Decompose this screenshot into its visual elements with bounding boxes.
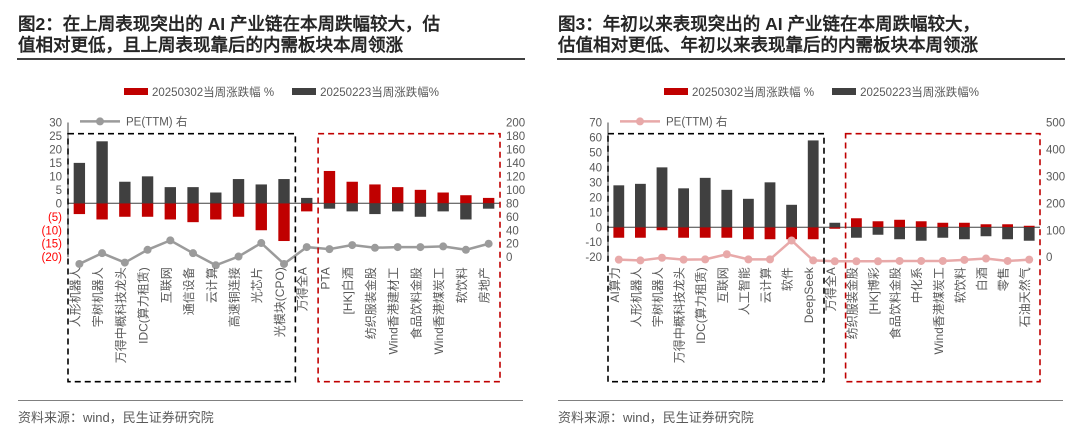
- svg-text:-20: -20: [585, 252, 602, 264]
- svg-text:光模块(CPO): 光模块(CPO): [273, 267, 287, 337]
- svg-text:宇树机器人: 宇树机器人: [650, 267, 665, 327]
- svg-text:70: 70: [589, 117, 602, 129]
- svg-text:软饮料: 软饮料: [455, 267, 469, 303]
- svg-text:光芯片: 光芯片: [250, 267, 264, 303]
- svg-text:软饮料: 软饮料: [953, 267, 967, 303]
- svg-text:80: 80: [506, 198, 519, 210]
- svg-text:[HK]博彩: [HK]博彩: [866, 267, 881, 314]
- svg-text:Wind香港煤炭工: Wind香港煤炭工: [932, 267, 946, 354]
- svg-text:中化系: 中化系: [909, 267, 924, 303]
- svg-text:宇树机器人: 宇树机器人: [90, 267, 105, 327]
- svg-text:100: 100: [506, 185, 525, 197]
- svg-text:Wind香港建材工: Wind香港建材工: [387, 267, 401, 354]
- svg-text:石油天然气: 石油天然气: [1017, 267, 1032, 327]
- svg-text:软件: 软件: [781, 267, 795, 291]
- svg-text:零售: 零售: [996, 267, 1011, 291]
- svg-text:40: 40: [589, 162, 602, 174]
- svg-text:人形机器人: 人形机器人: [68, 267, 82, 327]
- svg-text:高速铜连接: 高速铜连接: [227, 267, 242, 327]
- svg-text:DeepSeek: DeepSeek: [802, 266, 816, 323]
- svg-text:[HK]白酒: [HK]白酒: [340, 267, 355, 314]
- svg-text:0: 0: [56, 198, 62, 210]
- svg-text:400: 400: [1046, 144, 1065, 156]
- svg-text:IDC(算力租赁): IDC(算力租赁): [693, 267, 708, 344]
- svg-text:万得全A: 万得全A: [823, 267, 838, 311]
- svg-text:100: 100: [1046, 225, 1065, 237]
- svg-text:140: 140: [506, 158, 525, 170]
- svg-text:人工智能: 人工智能: [736, 267, 751, 315]
- svg-text:万得中概科技龙头: 万得中概科技龙头: [113, 267, 128, 363]
- svg-text:30: 30: [49, 117, 62, 129]
- svg-text:160: 160: [506, 144, 525, 156]
- svg-text:10: 10: [49, 171, 62, 183]
- svg-text:60: 60: [589, 132, 602, 144]
- svg-text:万得中概科技龙头: 万得中概科技龙头: [672, 267, 687, 363]
- svg-text:互联网: 互联网: [716, 267, 730, 303]
- svg-text:AI算力: AI算力: [607, 267, 622, 302]
- svg-text:食品饮料金股: 食品饮料金股: [408, 267, 423, 339]
- svg-text:(10): (10): [42, 225, 63, 237]
- svg-text:PTA: PTA: [318, 267, 332, 289]
- svg-text:180: 180: [506, 131, 525, 143]
- svg-text:40: 40: [506, 225, 519, 237]
- svg-text:0: 0: [506, 252, 512, 264]
- svg-text:IDC(算力租赁): IDC(算力租赁): [136, 267, 151, 344]
- svg-text:(20): (20): [42, 252, 63, 264]
- svg-text:0: 0: [1046, 252, 1052, 264]
- svg-text:300: 300: [1046, 171, 1065, 183]
- svg-text:10: 10: [589, 207, 602, 219]
- svg-text:PE(TTM) 右: PE(TTM) 右: [126, 114, 187, 128]
- svg-text:120: 120: [506, 171, 525, 183]
- svg-text:(5): (5): [48, 212, 62, 224]
- svg-text:云计算: 云计算: [204, 267, 219, 303]
- svg-text:白酒: 白酒: [974, 267, 989, 291]
- svg-text:通信设备: 通信设备: [182, 267, 196, 315]
- svg-text:Wind香港煤炭工: Wind香港煤炭工: [432, 267, 446, 354]
- svg-text:0: 0: [596, 222, 602, 234]
- svg-text:万得全A: 万得全A: [295, 267, 310, 311]
- svg-text:20: 20: [49, 144, 62, 156]
- svg-text:200: 200: [506, 117, 525, 129]
- svg-text:50: 50: [589, 147, 602, 159]
- svg-text:60: 60: [506, 212, 519, 224]
- svg-text:互联网: 互联网: [159, 267, 173, 303]
- svg-text:500: 500: [1046, 117, 1065, 129]
- svg-text:25: 25: [49, 131, 62, 143]
- svg-text:纺织服装金股: 纺织服装金股: [363, 267, 378, 339]
- svg-text:纺织服装金股: 纺织服装金股: [844, 267, 859, 339]
- svg-text:人形机器人: 人形机器人: [629, 267, 643, 327]
- svg-text:30: 30: [589, 177, 602, 189]
- svg-text:5: 5: [56, 185, 62, 197]
- svg-text:20: 20: [589, 192, 602, 204]
- svg-text:PE(TTM) 右: PE(TTM) 右: [666, 114, 727, 128]
- svg-text:(15): (15): [42, 239, 63, 251]
- svg-text:云计算: 云计算: [758, 267, 773, 303]
- svg-text:15: 15: [49, 158, 62, 170]
- svg-text:200: 200: [1046, 198, 1065, 210]
- svg-text:食品饮料金股: 食品饮料金股: [888, 267, 903, 339]
- svg-text:20: 20: [506, 239, 519, 251]
- svg-text:-10: -10: [585, 237, 602, 249]
- svg-text:房地产: 房地产: [477, 267, 492, 303]
